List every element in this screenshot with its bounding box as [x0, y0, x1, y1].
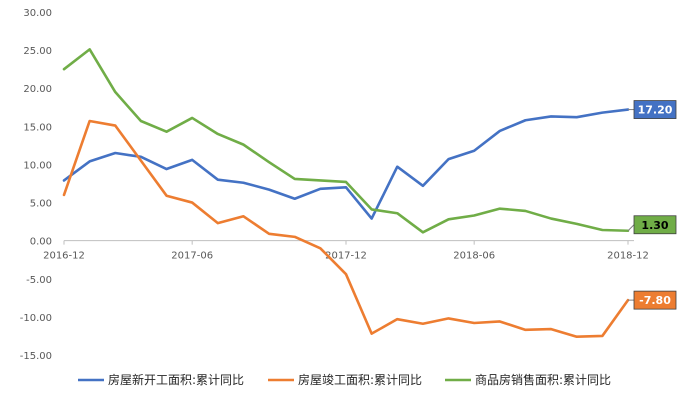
y-tick-label: 25.00	[23, 46, 52, 57]
y-tick-label: 10.00	[23, 160, 52, 171]
end-label-leader	[627, 224, 635, 232]
series-lines	[62, 48, 630, 339]
y-tick-label: -15.00	[20, 351, 52, 362]
series-line-1	[62, 108, 630, 220]
end-label-text: -7.80	[639, 294, 671, 307]
y-tick-label: 20.00	[23, 84, 52, 95]
legend-item-3: 商品房销售面积:累计同比	[445, 372, 611, 387]
x-tick-label: 2017-12	[325, 251, 367, 262]
x-tick-label: 2017-06	[171, 251, 213, 262]
y-tick-label: 15.00	[23, 122, 52, 133]
x-tick-label: 2018-06	[453, 251, 495, 262]
y-tick-label: 0.00	[30, 237, 52, 248]
legend: 房屋新开工面积:累计同比 房屋竣工面积:累计同比 商品房销售面积:累计同比	[78, 372, 611, 387]
end-label-text: 17.20	[638, 104, 673, 117]
legend-item-2: 房屋竣工面积:累计同比	[268, 372, 422, 387]
legend-item-1: 房屋新开工面积:累计同比	[78, 372, 244, 387]
y-tick-label: 30.00	[23, 8, 52, 19]
series-line-3	[62, 48, 630, 234]
legend-label: 商品房销售面积:累计同比	[475, 372, 611, 387]
y-tick-label: 5.00	[30, 199, 52, 210]
legend-label: 房屋竣工面积:累计同比	[298, 372, 422, 387]
y-tick-label: -10.00	[20, 313, 52, 324]
end-label-1: 17.20	[628, 100, 677, 119]
y-tick-label: -5.00	[26, 275, 52, 286]
axes: 30.00 25.00 20.00 15.00 10.00 5.00 0.00 -5.00 -1…	[20, 8, 649, 362]
series-line-2	[62, 119, 630, 339]
end-label-2: -7.80	[628, 290, 677, 310]
x-tick-label: 2018-12	[607, 251, 649, 262]
end-label-box	[633, 100, 677, 119]
end-labels: 17.20 -7.80 1.30	[627, 100, 677, 310]
legend-label: 房屋新开工面积:累计同比	[108, 372, 244, 387]
end-label-box	[633, 215, 677, 235]
end-label-text: 1.30	[641, 219, 668, 232]
end-label-3: 1.30	[627, 215, 677, 235]
x-tick-label: 2016-12	[43, 251, 85, 262]
end-label-box	[633, 290, 677, 310]
